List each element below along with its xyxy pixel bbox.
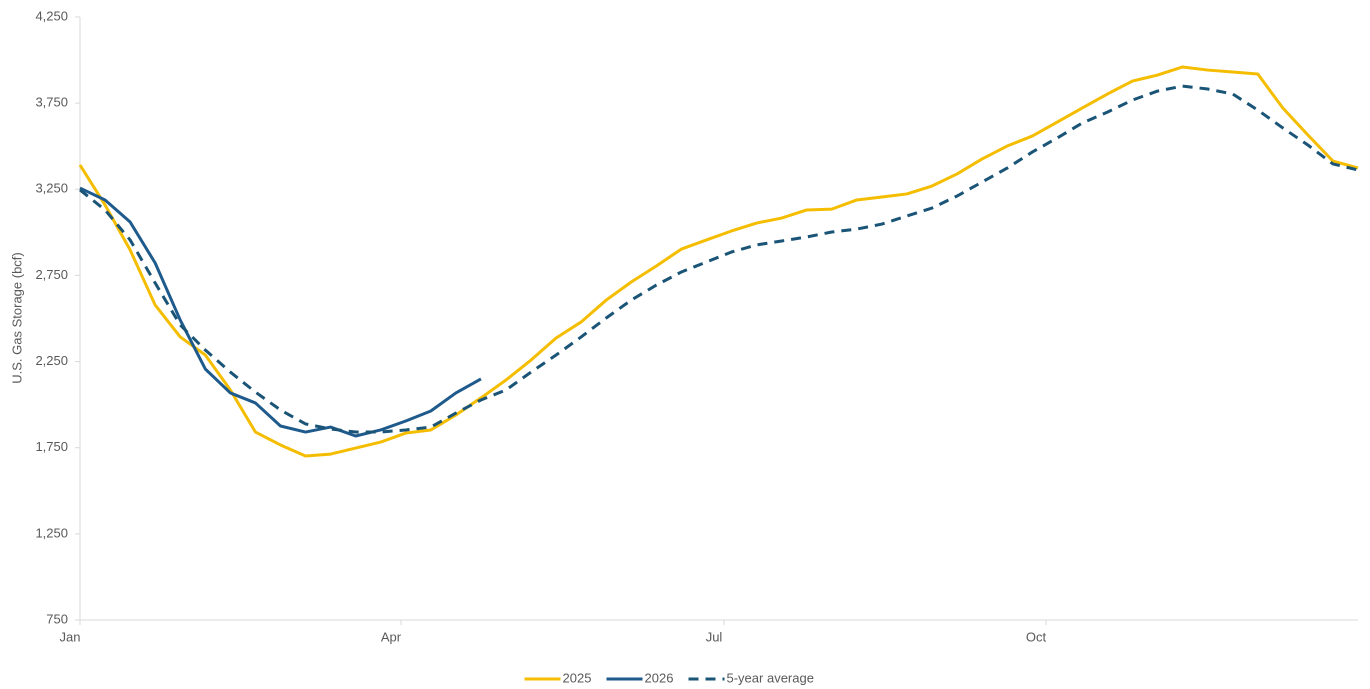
y-tick-label: 2,250 bbox=[35, 353, 68, 368]
x-tick-label: Oct bbox=[1026, 629, 1047, 644]
series-line bbox=[79, 84, 1359, 434]
series-line bbox=[78, 65, 1359, 458]
x-tick-label: Jan bbox=[60, 629, 81, 644]
legend-label: 2025 bbox=[563, 670, 592, 685]
legend-label: 5-year average bbox=[727, 670, 814, 685]
series-line bbox=[79, 186, 482, 438]
y-axis-label: U.S. Gas Storage (bcf) bbox=[9, 252, 24, 384]
x-tick-label: Apr bbox=[381, 629, 402, 644]
y-tick-label: 3,250 bbox=[35, 181, 68, 196]
y-tick-label: 2,750 bbox=[35, 267, 68, 282]
y-tick-label: 4,250 bbox=[35, 8, 68, 23]
y-tick-label: 1,250 bbox=[35, 525, 68, 540]
y-tick-label: 750 bbox=[46, 611, 68, 626]
y-tick-label: 1,750 bbox=[35, 439, 68, 454]
legend-label: 2026 bbox=[645, 670, 674, 685]
x-tick-label: Jul bbox=[706, 629, 723, 644]
y-tick-label: 3,750 bbox=[35, 95, 68, 110]
